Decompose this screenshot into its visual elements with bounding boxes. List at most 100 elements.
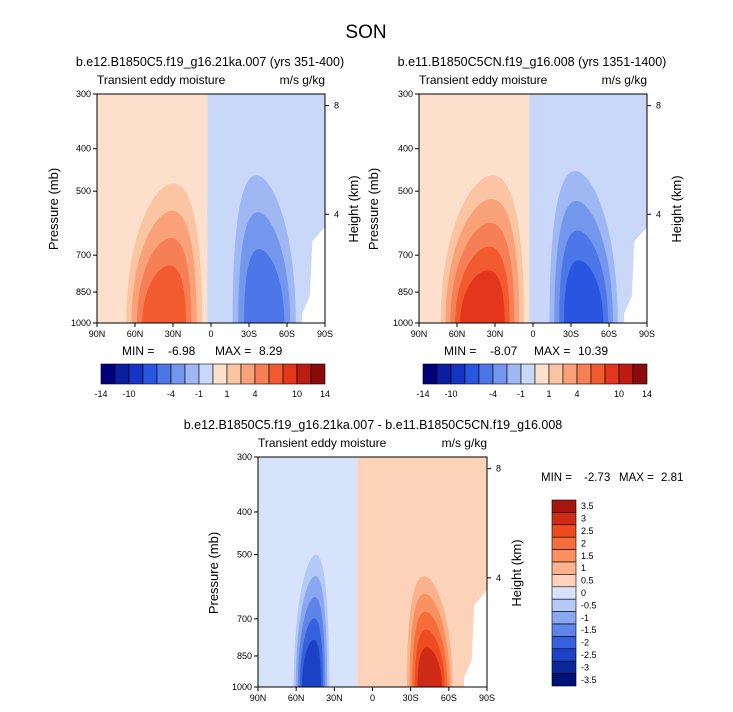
colorbar-label: -3 <box>581 662 589 672</box>
colorbar-box <box>450 363 466 385</box>
right-string: m/s g/kg <box>602 73 647 87</box>
colorbar-box <box>551 549 577 563</box>
y2-tick-label: 8 <box>334 101 339 111</box>
min-value: -2.73 <box>584 472 610 484</box>
y-tick-label: 500 <box>76 186 91 196</box>
x-tick-label: 30N <box>165 329 182 339</box>
colorbar-box <box>492 363 508 385</box>
colorbar-label: -2.5 <box>581 650 597 660</box>
subplot-title: b.e12.B1850C5.f19_g16.21ka.007 (yrs 351-… <box>76 55 344 69</box>
x-tick-label: 60N <box>449 329 466 339</box>
colorbar-label: -1 <box>195 389 203 399</box>
y2-tick-label: 8 <box>656 101 661 111</box>
colorbar-box <box>240 363 256 385</box>
colorbar-box <box>534 363 550 385</box>
colorbar-box <box>268 363 284 385</box>
x-tick-label: 90N <box>411 329 428 339</box>
min-label: MIN = <box>444 344 476 358</box>
colorbar-box <box>310 363 326 385</box>
colorbar-label: 1 <box>224 389 229 399</box>
contour-level <box>417 647 442 687</box>
colorbar-label: 10 <box>292 389 302 399</box>
y-tick-label: 300 <box>237 452 252 462</box>
colorbar-label: 0.5 <box>581 576 594 586</box>
contour-level <box>142 265 186 323</box>
colorbar-box <box>551 648 577 662</box>
y-axis-label: Pressure (mb) <box>206 532 221 614</box>
colorbar-label: -4 <box>489 389 497 399</box>
y2-axis-label: Height (km) <box>669 175 684 242</box>
y-tick-label: 850 <box>237 651 252 661</box>
y2-tick-label: 4 <box>656 209 661 219</box>
y-tick-label: 500 <box>237 550 252 560</box>
colorbar-label: -0.5 <box>581 600 597 610</box>
colorbar-box <box>548 363 564 385</box>
colorbar-label: 1.5 <box>581 551 594 561</box>
colorbar-box <box>562 363 578 385</box>
max-label: MAX = <box>215 344 251 358</box>
y-tick-label: 400 <box>237 507 252 517</box>
panel-top-left: b.e12.B1850C5.f19_g16.21ka.007 (yrs 351-… <box>46 55 361 399</box>
missing-data-region <box>464 590 487 687</box>
y-tick-label: 1000 <box>232 682 252 692</box>
colorbar-label: 2 <box>581 538 586 548</box>
min-value: -8.07 <box>490 344 518 358</box>
colorbar-label: 0 <box>581 588 586 598</box>
x-tick-label: 0 <box>530 329 535 339</box>
colorbar-label: 4 <box>574 389 579 399</box>
colorbar-box <box>551 536 577 550</box>
contour-level <box>243 249 285 323</box>
min-label: MIN = <box>122 344 154 358</box>
y-tick-label: 700 <box>398 250 413 260</box>
min-value: -6.98 <box>168 344 196 358</box>
colorbar-box <box>296 363 312 385</box>
colorbar-box <box>551 660 577 674</box>
contour-plot: 90N 60N 30N 0 30S 60S 90S 300 400 500 700 850 1000 8 4 <box>71 89 339 339</box>
subplot-title: b.e12.B1850C5.f19_g16.21ka.007 - b.e11.B… <box>184 418 563 432</box>
colorbar-box <box>464 363 480 385</box>
colorbar-box <box>551 524 577 538</box>
colorbar-label: -1 <box>581 613 589 623</box>
max-value: 10.39 <box>578 344 608 358</box>
max-value: 2.81 <box>661 472 683 484</box>
colorbar-label: -4 <box>167 389 175 399</box>
subplot-title: b.e11.B1850C5CN.f19_g16.008 (yrs 1351-14… <box>398 55 667 69</box>
x-tick-label: 30N <box>326 693 343 703</box>
min-max-readout: MIN = -6.98 MAX = 8.29 <box>122 344 283 358</box>
y-tick-label: 850 <box>76 287 91 297</box>
colorbar-label: -1.5 <box>581 625 597 635</box>
x-tick-label: 90N <box>89 329 106 339</box>
colorbar-box <box>551 673 577 687</box>
colorbar-box <box>436 363 452 385</box>
y-tick-label: 850 <box>398 287 413 297</box>
missing-data-region <box>302 226 325 323</box>
colorbar-box <box>170 363 186 385</box>
x-tick-label: 90S <box>479 693 495 703</box>
y-axis-label: Pressure (mb) <box>46 168 61 250</box>
colorbar-box <box>551 574 577 588</box>
colorbar-box <box>551 561 577 575</box>
colorbar-label: -3.5 <box>581 675 597 685</box>
min-label: MIN = <box>541 472 572 484</box>
colorbar-label: -10 <box>444 389 457 399</box>
colorbar-label: -10 <box>122 389 135 399</box>
colorbar-box <box>590 363 606 385</box>
colorbar-label: 14 <box>320 389 330 399</box>
panel-bottom-difference: b.e12.B1850C5.f19_g16.21ka.007 - b.e11.B… <box>184 418 684 703</box>
colorbar-label: -14 <box>416 389 429 399</box>
colorbar-box <box>156 363 172 385</box>
left-string: Transient eddy moisture <box>258 436 387 450</box>
colorbar-box <box>142 363 158 385</box>
colorbar-box <box>551 586 577 600</box>
colorbar-label: 10 <box>614 389 624 399</box>
y-tick-label: 1000 <box>71 318 91 328</box>
colorbar-label: 2.5 <box>581 526 594 536</box>
y-tick-label: 400 <box>398 144 413 154</box>
min-max-readout: MIN = -2.73 MAX = 2.81 <box>541 472 683 484</box>
x-tick-label: 60S <box>279 329 295 339</box>
y2-tick-label: 4 <box>496 573 501 583</box>
colorbar-box <box>551 598 577 612</box>
y2-axis-label: Height (km) <box>509 539 524 606</box>
colorbar-box <box>100 363 116 385</box>
